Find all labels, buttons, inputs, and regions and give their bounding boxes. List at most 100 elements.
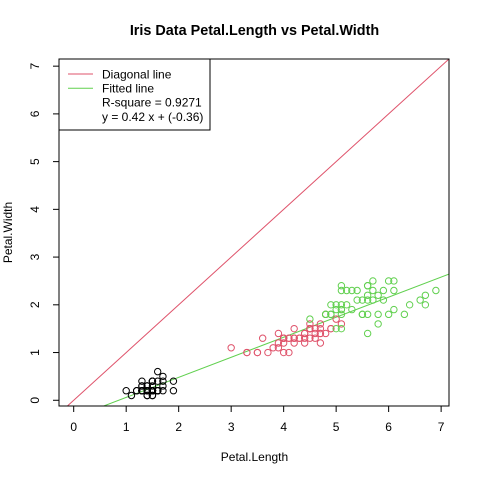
data-point: [332, 315, 340, 323]
x-tick-label: 6: [385, 420, 392, 434]
y-tick-label: 4: [28, 206, 42, 213]
y-tick-label: 7: [28, 63, 42, 70]
x-tick-label: 5: [333, 420, 340, 434]
data-point: [342, 286, 351, 295]
data-point: [374, 310, 382, 319]
data-point: [358, 296, 367, 304]
y-tick-label: 2: [28, 301, 42, 308]
data-point: [369, 277, 377, 285]
data-point: [316, 324, 325, 333]
chart-title: Iris Data Petal.Length vs Petal.Width: [130, 23, 379, 39]
data-point: [390, 277, 398, 285]
data-point: [306, 324, 314, 333]
data-point: [311, 329, 319, 338]
data-point: [148, 377, 157, 385]
x-axis-label: Petal.Length: [221, 450, 288, 464]
y-tick-label: 0: [28, 397, 42, 404]
data-point: [337, 320, 346, 328]
data-point: [384, 310, 393, 319]
data-point: [285, 348, 293, 357]
data-point: [243, 348, 251, 357]
data-point: [300, 334, 309, 342]
data-point: [311, 334, 319, 342]
data-point: [327, 324, 335, 333]
data-point: [169, 387, 178, 395]
data-point: [148, 382, 157, 390]
legend-label: Diagonal line: [102, 67, 172, 81]
y-axis-label: Petal.Width: [1, 202, 15, 263]
data-point: [384, 277, 393, 285]
y-tick-label: 3: [28, 253, 42, 260]
data-point: [285, 334, 293, 342]
data-point: [274, 344, 283, 352]
data-point: [264, 348, 272, 357]
data-point: [300, 329, 309, 338]
data-point: [153, 367, 162, 376]
data-point: [132, 387, 141, 395]
data-point: [353, 296, 361, 304]
data-point: [337, 305, 346, 314]
data-point: [138, 382, 146, 390]
data-point: [159, 377, 167, 385]
data-point: [316, 320, 325, 328]
data-point: [405, 301, 414, 309]
data-point: [337, 286, 346, 295]
data-point: [169, 377, 178, 385]
data-point: [332, 301, 340, 309]
data-point: [274, 339, 283, 347]
data-point: [363, 282, 372, 290]
legend-note: y = 0.42 x + (-0.36): [102, 110, 203, 124]
data-point: [127, 391, 136, 400]
data-point: [159, 382, 167, 390]
legend-label: Fitted line: [102, 82, 154, 96]
data-point: [337, 282, 346, 290]
x-tick-label: 0: [70, 420, 77, 434]
data-point: [306, 320, 314, 328]
data-point: [290, 334, 298, 342]
x-axis: 0 1 2 3 4 5 6 7: [70, 405, 445, 434]
legend-box: [58, 58, 211, 131]
data-point: [363, 329, 372, 338]
reference-lines: [66, 59, 449, 406]
data-point: [321, 329, 330, 338]
data-point: [379, 286, 388, 295]
data-point: [143, 391, 151, 400]
x-tick-label: 4: [280, 420, 287, 434]
data-point: [143, 387, 151, 395]
data-point: [311, 324, 319, 333]
data-point: [337, 310, 346, 319]
plot-content: [66, 59, 449, 406]
y-tick-label: 5: [28, 158, 42, 165]
data-point: [416, 296, 424, 304]
y-tick-label: 1: [28, 349, 42, 356]
data-point: [279, 348, 288, 357]
data-point: [153, 377, 162, 385]
data-point: [421, 301, 430, 309]
data-point: [321, 310, 330, 319]
data-point: [306, 334, 314, 342]
data-point: [337, 301, 346, 309]
data-point: [353, 286, 361, 295]
y-tick-label: 6: [28, 110, 42, 117]
data-point: [138, 377, 146, 385]
data-point: [159, 387, 167, 395]
data-point: [332, 305, 340, 314]
data-point: [358, 310, 367, 319]
data-point: [279, 334, 288, 342]
data-point: [390, 305, 398, 314]
data-point: [369, 296, 377, 304]
data-point: [148, 391, 157, 400]
diagonal-line: [66, 59, 449, 406]
legend-note: R-square = 0.9271: [102, 96, 202, 110]
data-point: [274, 329, 283, 338]
data-point: [342, 301, 351, 309]
x-tick-label: 3: [228, 420, 235, 434]
data-point: [363, 310, 372, 319]
data-point: [374, 320, 382, 328]
data-point: [279, 339, 288, 347]
data-point: [327, 301, 335, 309]
data-point: [363, 296, 372, 304]
data-point: [138, 387, 146, 395]
